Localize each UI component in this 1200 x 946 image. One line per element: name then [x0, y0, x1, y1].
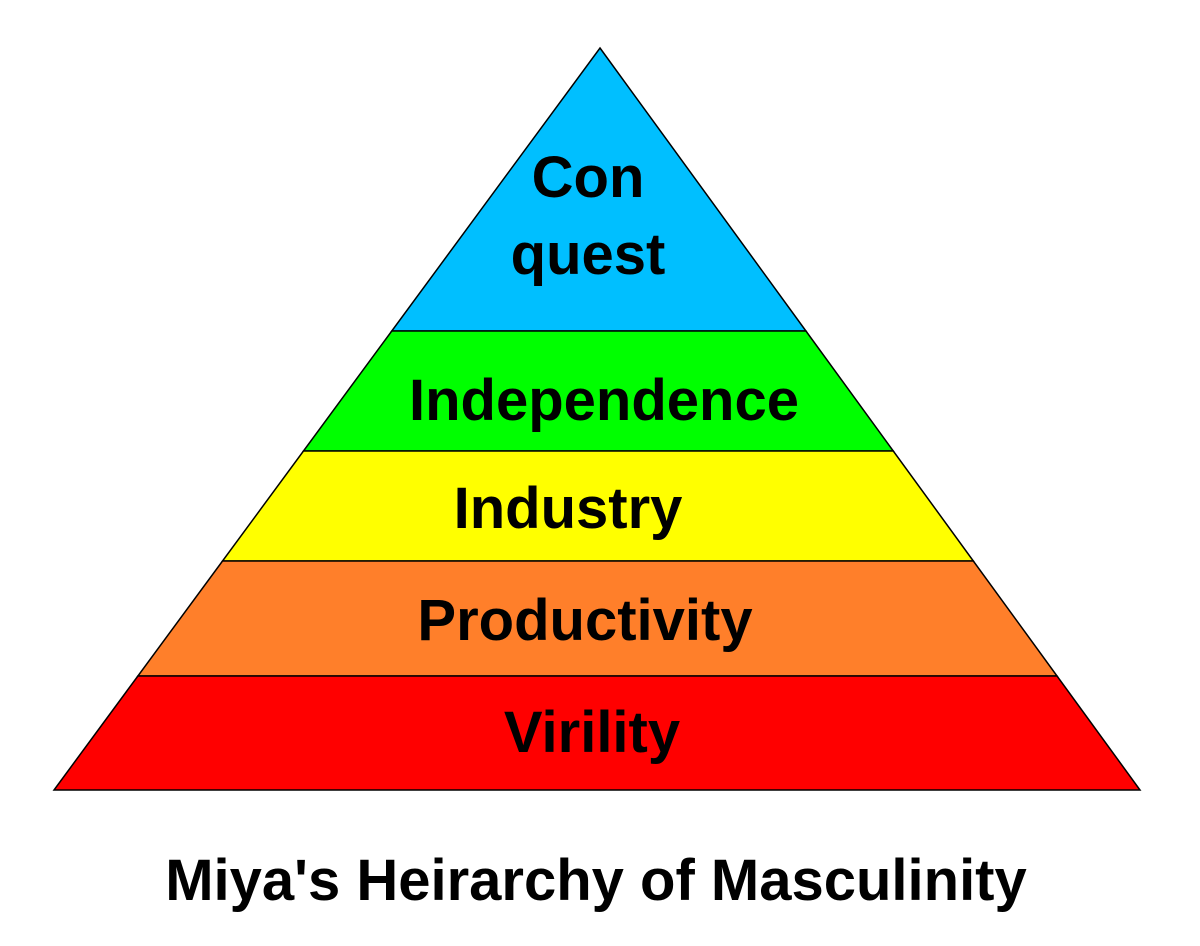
- tier-label-independence: Independence: [409, 368, 799, 433]
- tier-label-industry: Industry: [454, 476, 683, 541]
- diagram-caption: Miya's Heirarchy of Masculinity: [165, 848, 1027, 913]
- pyramid-tiers: [52, 46, 1142, 791]
- tier-label-virility: Virility: [504, 700, 680, 765]
- tier-label-productivity: Productivity: [417, 588, 752, 653]
- tier-label-conquest-1: Con: [532, 145, 645, 210]
- tier-virility: [52, 675, 1142, 791]
- pyramid-labels: Con quest Independence Industry Productivity…: [409, 145, 799, 765]
- tier-label-conquest-2: quest: [511, 222, 666, 287]
